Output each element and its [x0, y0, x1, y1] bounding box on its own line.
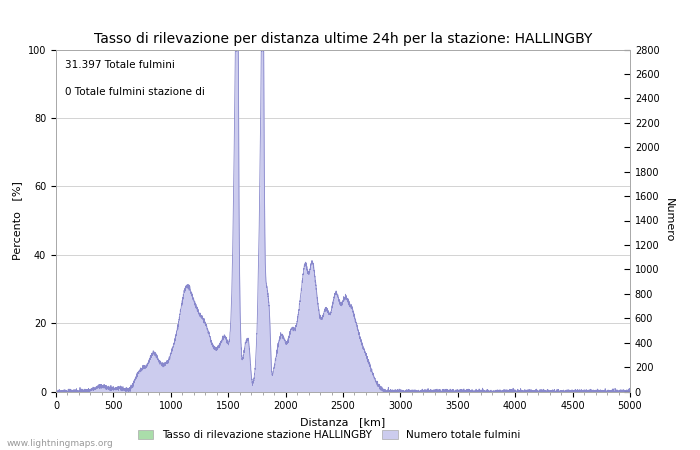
Text: 31.397 Totale fulmini: 31.397 Totale fulmini: [64, 60, 174, 70]
Y-axis label: Numero: Numero: [664, 198, 673, 243]
Title: Tasso di rilevazione per distanza ultime 24h per la stazione: HALLINGBY: Tasso di rilevazione per distanza ultime…: [94, 32, 592, 45]
Text: www.lightningmaps.org: www.lightningmaps.org: [7, 439, 113, 448]
X-axis label: Distanza   [km]: Distanza [km]: [300, 417, 386, 427]
Y-axis label: Percento   [%]: Percento [%]: [13, 181, 22, 260]
Text: 0 Totale fulmini stazione di: 0 Totale fulmini stazione di: [64, 87, 204, 97]
Legend: Tasso di rilevazione stazione HALLINGBY, Numero totale fulmini: Tasso di rilevazione stazione HALLINGBY,…: [138, 430, 520, 440]
